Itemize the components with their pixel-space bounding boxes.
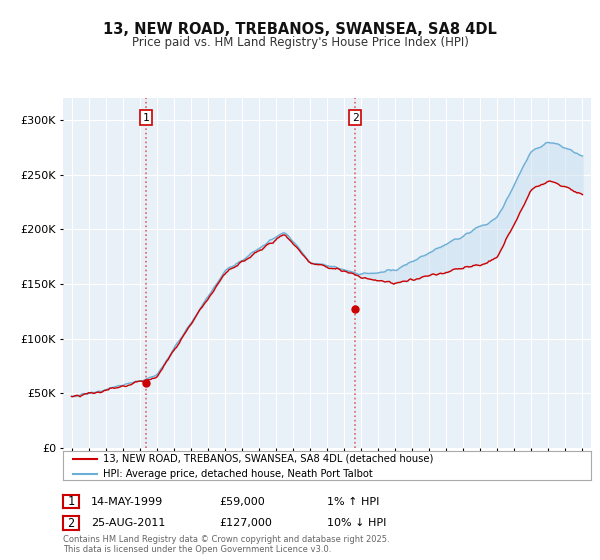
Text: Price paid vs. HM Land Registry's House Price Index (HPI): Price paid vs. HM Land Registry's House … bbox=[131, 36, 469, 49]
Text: HPI: Average price, detached house, Neath Port Talbot: HPI: Average price, detached house, Neat… bbox=[103, 469, 373, 478]
Text: 1% ↑ HPI: 1% ↑ HPI bbox=[327, 497, 379, 507]
Text: 14-MAY-1999: 14-MAY-1999 bbox=[91, 497, 163, 507]
Text: 1: 1 bbox=[67, 495, 74, 508]
Text: Contains HM Land Registry data © Crown copyright and database right 2025.
This d: Contains HM Land Registry data © Crown c… bbox=[63, 535, 389, 554]
Text: £59,000: £59,000 bbox=[219, 497, 265, 507]
Text: 25-AUG-2011: 25-AUG-2011 bbox=[91, 518, 166, 528]
Text: 1: 1 bbox=[143, 113, 149, 123]
Text: 2: 2 bbox=[352, 113, 358, 123]
Text: 13, NEW ROAD, TREBANOS, SWANSEA, SA8 4DL: 13, NEW ROAD, TREBANOS, SWANSEA, SA8 4DL bbox=[103, 22, 497, 38]
Text: 13, NEW ROAD, TREBANOS, SWANSEA, SA8 4DL (detached house): 13, NEW ROAD, TREBANOS, SWANSEA, SA8 4DL… bbox=[103, 454, 433, 464]
Text: £127,000: £127,000 bbox=[219, 518, 272, 528]
Text: 2: 2 bbox=[67, 516, 74, 530]
Text: 10% ↓ HPI: 10% ↓ HPI bbox=[327, 518, 386, 528]
